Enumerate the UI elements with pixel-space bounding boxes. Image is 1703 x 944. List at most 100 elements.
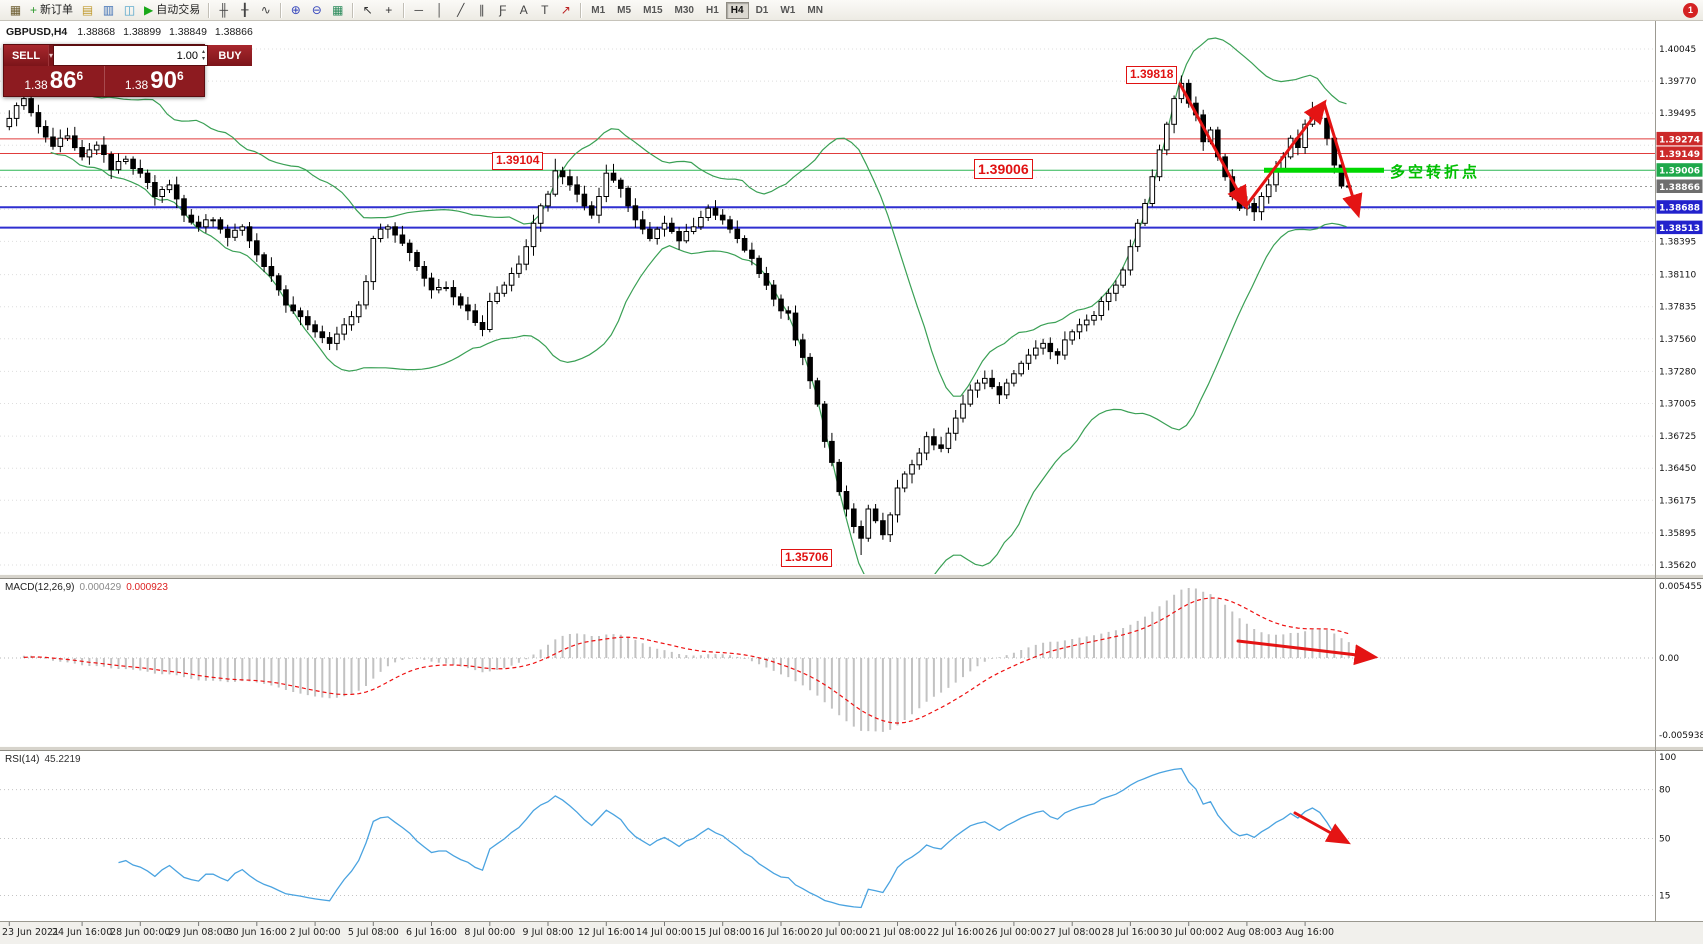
notification-badge[interactable]: 1 xyxy=(1683,2,1698,18)
svg-text:9 Jul 08:00: 9 Jul 08:00 xyxy=(523,927,574,938)
timeframe-button-m1[interactable]: M1 xyxy=(591,4,606,16)
line-chart-icon[interactable]: ∿ xyxy=(256,2,275,19)
vertical-line-icon[interactable]: │ xyxy=(430,2,449,19)
buy-button[interactable]: BUY xyxy=(208,45,253,66)
timeframe-button-m15[interactable]: M15 xyxy=(643,4,663,16)
price-annotation-label[interactable]: 1.39104 xyxy=(492,152,544,170)
svg-text:2 Aug 08:00: 2 Aug 08:00 xyxy=(1218,927,1276,938)
svg-text:80: 80 xyxy=(1659,786,1671,796)
toolbar-separator xyxy=(403,2,405,18)
svg-text:1.36725: 1.36725 xyxy=(1659,432,1696,442)
auto-trading-button-label: 自动交易 xyxy=(156,3,201,16)
svg-text:1.38866: 1.38866 xyxy=(1659,183,1700,193)
rsi-name: RSI(14) xyxy=(5,754,40,765)
text-icon: A xyxy=(519,3,528,17)
svg-text:1.37835: 1.37835 xyxy=(1659,303,1696,313)
price-annotation-label[interactable]: 1.39818 xyxy=(1126,66,1178,84)
svg-text:26 Jul 00:00: 26 Jul 00:00 xyxy=(985,927,1042,938)
svg-text:1.36450: 1.36450 xyxy=(1659,464,1696,474)
timeframe-button-w1[interactable]: W1 xyxy=(780,4,796,16)
arrows-icon[interactable]: ↗ xyxy=(556,2,575,19)
text-icon[interactable]: A xyxy=(514,2,533,19)
svg-text:12 Jul 16:00: 12 Jul 16:00 xyxy=(578,927,635,938)
auto-trading-button[interactable]: ▶ 自动交易 xyxy=(141,2,203,19)
svg-text:1.39149: 1.39149 xyxy=(1659,150,1700,160)
profiles-icon: ▤ xyxy=(81,3,94,17)
new-chart-icon: ▦ xyxy=(9,3,22,17)
market-watch-icon[interactable]: ▥ xyxy=(99,2,118,19)
arrows-icon: ↗ xyxy=(560,3,571,17)
zoom-in-icon[interactable]: ⊕ xyxy=(286,2,305,19)
svg-text:0.00: 0.00 xyxy=(1659,654,1679,664)
ohlc-high: 1.38899 xyxy=(123,26,162,38)
timeframe-button-d1[interactable]: D1 xyxy=(755,4,769,16)
timeframe-button-m30[interactable]: M30 xyxy=(674,4,694,16)
svg-text:2 Jul 00:00: 2 Jul 00:00 xyxy=(290,927,341,938)
new-chart-icon[interactable]: ▦ xyxy=(6,2,25,19)
fibonacci-icon[interactable]: Ƒ xyxy=(493,2,512,19)
volume-field: ▴ ▾ xyxy=(53,45,209,66)
svg-text:22 Jul 16:00: 22 Jul 16:00 xyxy=(927,927,984,938)
crosshair-icon[interactable]: + xyxy=(379,2,398,19)
trendline-icon[interactable]: ╱ xyxy=(451,2,470,19)
svg-text:1.36175: 1.36175 xyxy=(1659,496,1696,506)
svg-text:1.39274: 1.39274 xyxy=(1659,135,1700,145)
label-icon: T xyxy=(541,3,549,17)
symbol-info: GBPUSD,H4 1.38868 1.38899 1.38849 1.3886… xyxy=(6,26,258,38)
sell-price-big: 86 xyxy=(49,67,77,94)
svg-text:16 Jul 16:00: 16 Jul 16:00 xyxy=(753,927,810,938)
symbol-name: GBPUSD,H4 xyxy=(6,26,68,38)
toolbar-separator xyxy=(208,2,210,18)
label-icon[interactable]: T xyxy=(535,2,554,19)
macd-signal-value: 0.000923 xyxy=(126,582,168,593)
zoom-out-icon[interactable]: ⊖ xyxy=(307,2,326,19)
volume-input[interactable] xyxy=(54,49,201,62)
timeframe-button-m5[interactable]: M5 xyxy=(617,4,632,16)
price-annotation-label[interactable]: 1.39006 xyxy=(974,159,1033,180)
timeframe-button-h4[interactable]: H4 xyxy=(725,1,749,19)
ohlc-open: 1.38868 xyxy=(77,26,116,38)
crosshair-icon: + xyxy=(385,3,393,17)
zoom-out-icon: ⊖ xyxy=(311,3,322,17)
buy-price-big: 90 xyxy=(150,67,177,94)
sell-price[interactable]: 1.38 86 6 xyxy=(4,66,105,96)
buy-price[interactable]: 1.38 90 6 xyxy=(105,66,205,96)
svg-text:1.37280: 1.37280 xyxy=(1659,367,1696,377)
bar-chart-icon[interactable]: ╫ xyxy=(214,2,233,19)
svg-text:15: 15 xyxy=(1659,892,1670,902)
new-order-button-label: 新订单 xyxy=(40,3,74,16)
channel-icon: ∥ xyxy=(478,3,485,17)
new-order-button[interactable]: + 新订单 xyxy=(27,2,76,19)
cursor-icon[interactable]: ↖ xyxy=(358,2,377,19)
profiles-icon[interactable]: ▤ xyxy=(78,2,97,19)
sell-button[interactable]: SELL xyxy=(4,45,48,66)
svg-text:1.39006: 1.39006 xyxy=(1659,167,1700,177)
candlestick-icon: ╂ xyxy=(241,3,249,17)
rsi-value: 45.2219 xyxy=(44,754,81,765)
svg-text:1.35895: 1.35895 xyxy=(1659,529,1696,539)
turning-point-annotation: 多空转折点 xyxy=(1390,164,1481,181)
volume-stepper[interactable]: ▴ ▾ xyxy=(200,49,207,63)
svg-text:24 Jun 16:00: 24 Jun 16:00 xyxy=(52,927,112,938)
toolbar-separator xyxy=(352,2,354,18)
channel-icon[interactable]: ∥ xyxy=(472,2,491,19)
price-annotation-label[interactable]: 1.35706 xyxy=(781,549,833,567)
tile-windows-icon[interactable]: ▦ xyxy=(328,2,347,19)
candlestick-icon[interactable]: ╂ xyxy=(235,2,254,19)
line-chart-icon: ∿ xyxy=(260,3,271,17)
sell-options-caret-icon[interactable]: ▾ xyxy=(48,45,54,66)
toolbar-items: ▦ + 新订单 ▤ ▥ ◫ ▶ 自动交易 ╫ ╂ ∿ ⊕ ⊖ ▦ ↖ + ─ │ ╱ ∥ Ƒ A T ↗ M1 M5 M15 M30 H… xyxy=(5,0,829,20)
timeframe-button-h1[interactable]: H1 xyxy=(705,4,719,16)
svg-text:30 Jun 16:00: 30 Jun 16:00 xyxy=(227,927,287,938)
timeframe-button-mn[interactable]: MN xyxy=(807,4,823,16)
volume-down-icon[interactable]: ▾ xyxy=(202,55,206,62)
horizontal-line-icon[interactable]: ─ xyxy=(409,2,428,19)
horizontal-line-icon: ─ xyxy=(414,3,423,17)
zoom-in-icon: ⊕ xyxy=(290,3,301,17)
market-watch-icon: ▥ xyxy=(102,3,115,17)
buy-price-prefix: 1.38 xyxy=(124,78,149,92)
volume-up-icon[interactable]: ▴ xyxy=(202,48,206,55)
data-window-icon[interactable]: ◫ xyxy=(120,2,139,19)
